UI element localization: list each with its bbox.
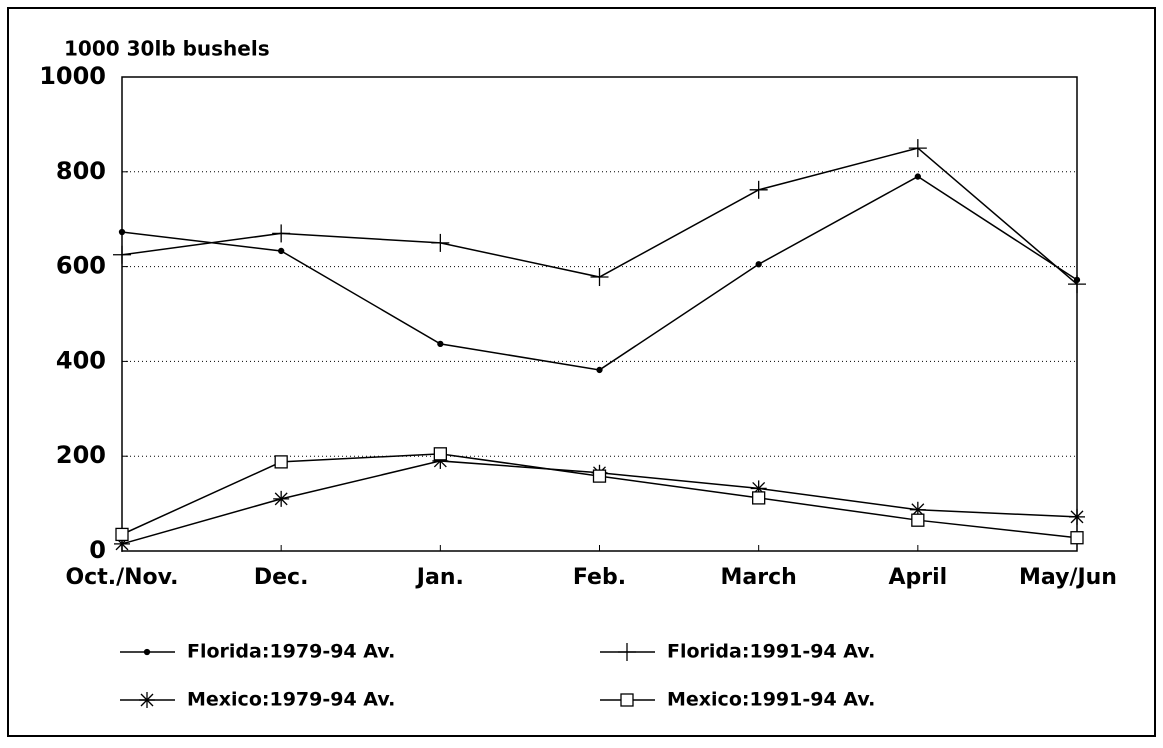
x-tick-label: Jan.: [415, 565, 464, 590]
marker: [273, 490, 290, 507]
marker: [1069, 508, 1085, 525]
y-tick-label: 600: [56, 252, 106, 280]
marker: [437, 340, 444, 348]
marker: [590, 268, 609, 287]
x-tick-label: Oct./Nov.: [65, 565, 178, 590]
marker: [278, 247, 285, 255]
y-axis-label: 1000 30lb bushels: [64, 37, 270, 61]
marker: [749, 180, 768, 199]
y-tick-label: 200: [56, 441, 106, 469]
frame: [7, 7, 1156, 737]
marker: [274, 455, 288, 469]
marker: [914, 173, 921, 180]
marker: [755, 261, 762, 268]
marker: [620, 693, 634, 707]
y-tick-label: 800: [56, 157, 106, 185]
legend-label: Florida:1991-94 Av.: [667, 641, 875, 663]
marker: [1068, 275, 1086, 294]
marker: [1070, 531, 1084, 545]
y-tick-label: 1000: [39, 62, 106, 90]
marker: [592, 469, 607, 483]
marker: [431, 233, 450, 252]
marker: [908, 139, 927, 158]
marker: [143, 648, 151, 656]
x-tick-label: March: [721, 565, 797, 590]
x-tick-label: May/Jun: [1019, 565, 1117, 590]
y-tick-label: 0: [89, 536, 106, 564]
marker: [752, 491, 766, 505]
marker: [596, 366, 603, 374]
marker: [911, 513, 925, 527]
x-tick-label: Dec.: [254, 565, 309, 590]
y-tick-label: 400: [56, 346, 106, 374]
series-line: [121, 147, 1078, 285]
marker: [115, 527, 129, 542]
marker: [139, 692, 155, 708]
legend-label: Florida:1979-94 Av.: [187, 641, 395, 663]
legend-label: Mexico:1979-94 Av.: [187, 689, 395, 711]
marker: [113, 245, 131, 264]
legend-label: Mexico:1991-94 Av.: [667, 689, 875, 711]
x-tick-label: April: [888, 565, 947, 590]
x-tick-label: Feb.: [573, 565, 626, 590]
marker: [118, 228, 126, 236]
marker: [272, 224, 291, 243]
marker: [433, 447, 447, 461]
marker: [618, 643, 636, 661]
